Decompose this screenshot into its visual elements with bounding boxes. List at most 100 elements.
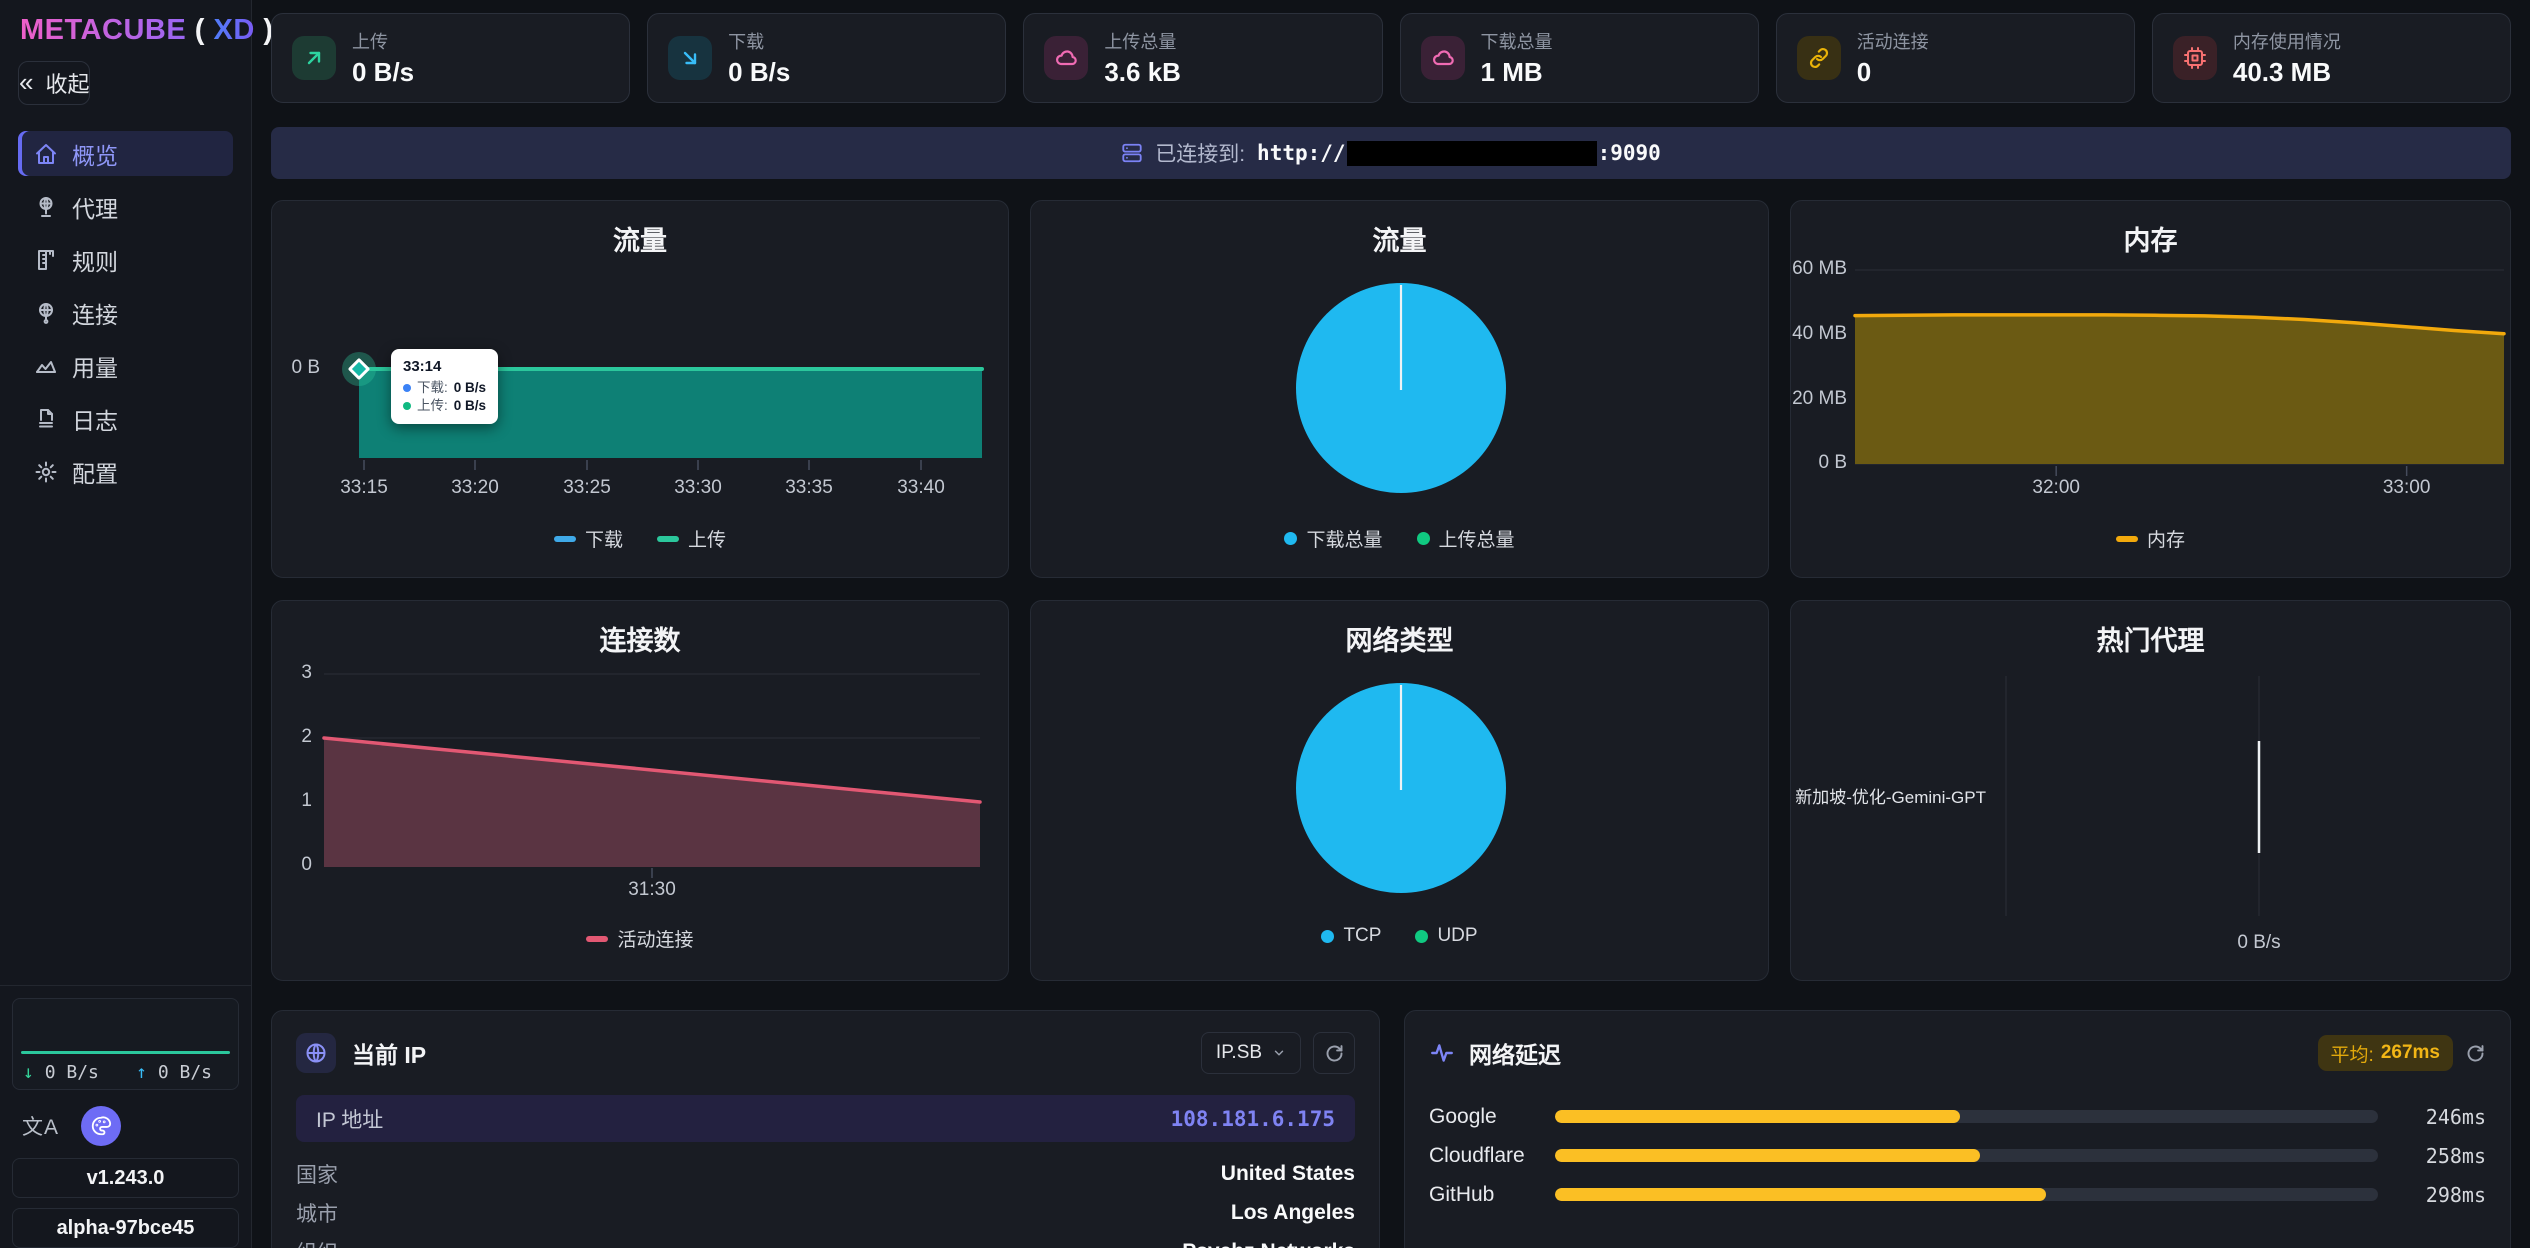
tooltip-time: 33:14 [403,358,442,375]
sidebar-item-label: 概览 [72,142,118,169]
latency-refresh-button[interactable] [2465,1043,2486,1064]
charts-grid: 流量 33:15 33:20 33:25 33:30 33:35 33:40 0 B 33:… [271,200,2511,981]
stat-card-active-connections: 活动连接 0 [1775,13,2135,103]
stats-row: 上传 0 B/s 下载 0 B/s 上传总量 3.6 kB 下载总量 1 MB [271,13,2512,103]
legend-label: 上传 [688,530,727,551]
latency-value: 258ms [2425,1143,2486,1168]
sidebar-item-label: 连接 [72,301,118,328]
kv-label: 城市 [296,1202,338,1226]
chart-legend: 下载 上传 [272,525,1008,552]
average-value: 267ms [2380,1042,2440,1063]
sidebar-item-rules[interactable]: 规则 [18,237,233,282]
y-tick-label: 40 MB [1792,323,1847,344]
latency-row: Google 246ms [1429,1097,2486,1136]
mini-traffic-chart: ↓ 0 B/s ↑ 0 B/s [12,998,239,1090]
theme-palette-button[interactable] [81,1106,122,1146]
chart-legend: TCP UDP [1031,925,1768,947]
legend-item[interactable]: 上传总量 [1416,525,1515,552]
globe-stand-icon [39,196,53,217]
kv-value: Los Angeles [1230,1200,1355,1224]
ip-address-label: IP 地址 [316,1108,384,1132]
x-tick-label: 33:00 [2382,477,2431,498]
x-tick-label: 33:15 [340,477,388,498]
translate-icon[interactable]: 文A [22,1116,60,1139]
build-button[interactable]: alpha-97bce45 [12,1208,239,1248]
chart-title: 流量 [613,226,667,256]
y-tick-label: 0 [301,854,312,875]
network-latency-card: 网络延迟 平均: 267ms Google 246ms Cloudflare 258m… [1404,1010,2511,1248]
sidebar-item-config[interactable]: 配置 [18,449,233,494]
stat-label: 下载 [728,32,765,52]
stat-card-download: 下载 0 B/s [647,13,1007,103]
traffic-pie-plot [1031,201,1768,577]
latency-bar-track [1555,1149,2378,1162]
cloud-icon [1420,36,1465,80]
stat-card-upload: 上传 0 B/s [271,13,631,103]
logo-accent: XD [213,14,255,46]
upload-speed: ↑ 0 B/s [136,1062,212,1083]
latency-bar-track [1555,1110,2378,1123]
ip-org-row: 组织 Psychz Networks [296,1232,1355,1248]
sidebar-collapse-button[interactable]: « 收起 [18,61,91,105]
chart-legend: 下载总量 上传总量 [1031,525,1768,552]
traffic-line-chart-card: 流量 33:15 33:20 33:25 33:30 33:35 33:40 0 B 33:… [271,200,1009,578]
legend-item[interactable]: 下载总量 [1284,525,1383,552]
latency-row: Cloudflare 258ms [1429,1136,2486,1175]
sidebar-item-logs[interactable]: 日志 [18,396,233,441]
chart-title: 热门代理 [2096,626,2205,656]
kv-label: 组织 [296,1237,338,1248]
legend-item[interactable]: 下载 [553,525,623,552]
legend-item[interactable]: 内存 [2115,525,2185,552]
sidebar-item-overview[interactable]: 概览 [18,131,233,176]
average-label: 平均: [2330,1044,2374,1066]
proxy-category-label: 新加坡-优化-Gemini-GPT [1795,788,1986,807]
latency-rows: Google 246ms Cloudflare 258ms GitHub 298ms [1429,1097,2486,1214]
stat-label: 内存使用情况 [2232,32,2341,52]
kv-label: 国家 [296,1163,338,1187]
stat-value: 3.6 kB [1104,57,1181,87]
version-button[interactable]: v1.243.0 [12,1158,239,1198]
sidebar-item-label: 代理 [72,195,118,222]
mini-speeds: ↓ 0 B/s ↑ 0 B/s [23,1062,212,1083]
chart-legend: 活动连接 [272,925,1008,952]
ip-card-title: 当前 IP [352,1042,427,1068]
network-type-chart-card: 网络类型 TCP UDP [1030,600,1769,981]
latency-row: GitHub 298ms [1429,1175,2486,1214]
legend-label: 活动连接 [617,930,694,951]
sidebar-item-label: 日志 [72,407,118,434]
stat-value: 0 [1856,57,1872,87]
x-tick-label: 33:25 [563,477,611,498]
collapse-label: 收起 [45,72,90,97]
ip-refresh-button[interactable] [1313,1032,1355,1074]
tooltip-row: 下载: 0 B/s [403,379,486,397]
latency-host: Google [1429,1104,1497,1128]
sidebar-item-usage[interactable]: 用量 [18,343,233,388]
stat-label: 上传 [352,32,388,52]
top-proxies-plot: 新加坡-优化-Gemini-GPT 0 B/s [1791,601,2510,980]
legend-label: 下载 [584,530,623,551]
legend-item[interactable]: UDP [1415,925,1478,947]
legend-item[interactable]: 活动连接 [586,925,694,952]
y-axis-label: 0 B [291,357,320,378]
cloud-icon [1044,36,1089,80]
kv-value: Psychz Networks [1182,1240,1355,1248]
chart-title: 连接数 [599,626,681,656]
legend-item[interactable]: 上传 [657,525,726,552]
sidebar-item-proxies[interactable]: 代理 [18,184,233,229]
sidebar-item-connections[interactable]: 连接 [18,290,233,335]
logo-paren-open: ( [194,14,205,46]
main-content: 上传 0 B/s 下载 0 B/s 上传总量 3.6 kB 下载总量 1 MB [252,0,2530,1248]
sidebar-item-label: 规则 [72,248,118,275]
x-tick-label: 33:35 [785,477,833,498]
x-tick-label: 32:00 [2032,477,2080,498]
legend-label: 上传总量 [1438,530,1515,551]
document-icon [39,408,53,427]
legend-swatch [1284,532,1298,545]
legend-item[interactable]: TCP [1321,925,1381,947]
connections-chart-card: 连接数 3 2 1 0 31:30 活动连接 [271,600,1009,981]
y-tick-label: 3 [301,662,312,683]
ip-provider-select[interactable]: IP.SB [1201,1032,1301,1074]
latency-bar-fill [1555,1110,1960,1123]
arrow-down-icon: ↓ [23,1062,45,1083]
